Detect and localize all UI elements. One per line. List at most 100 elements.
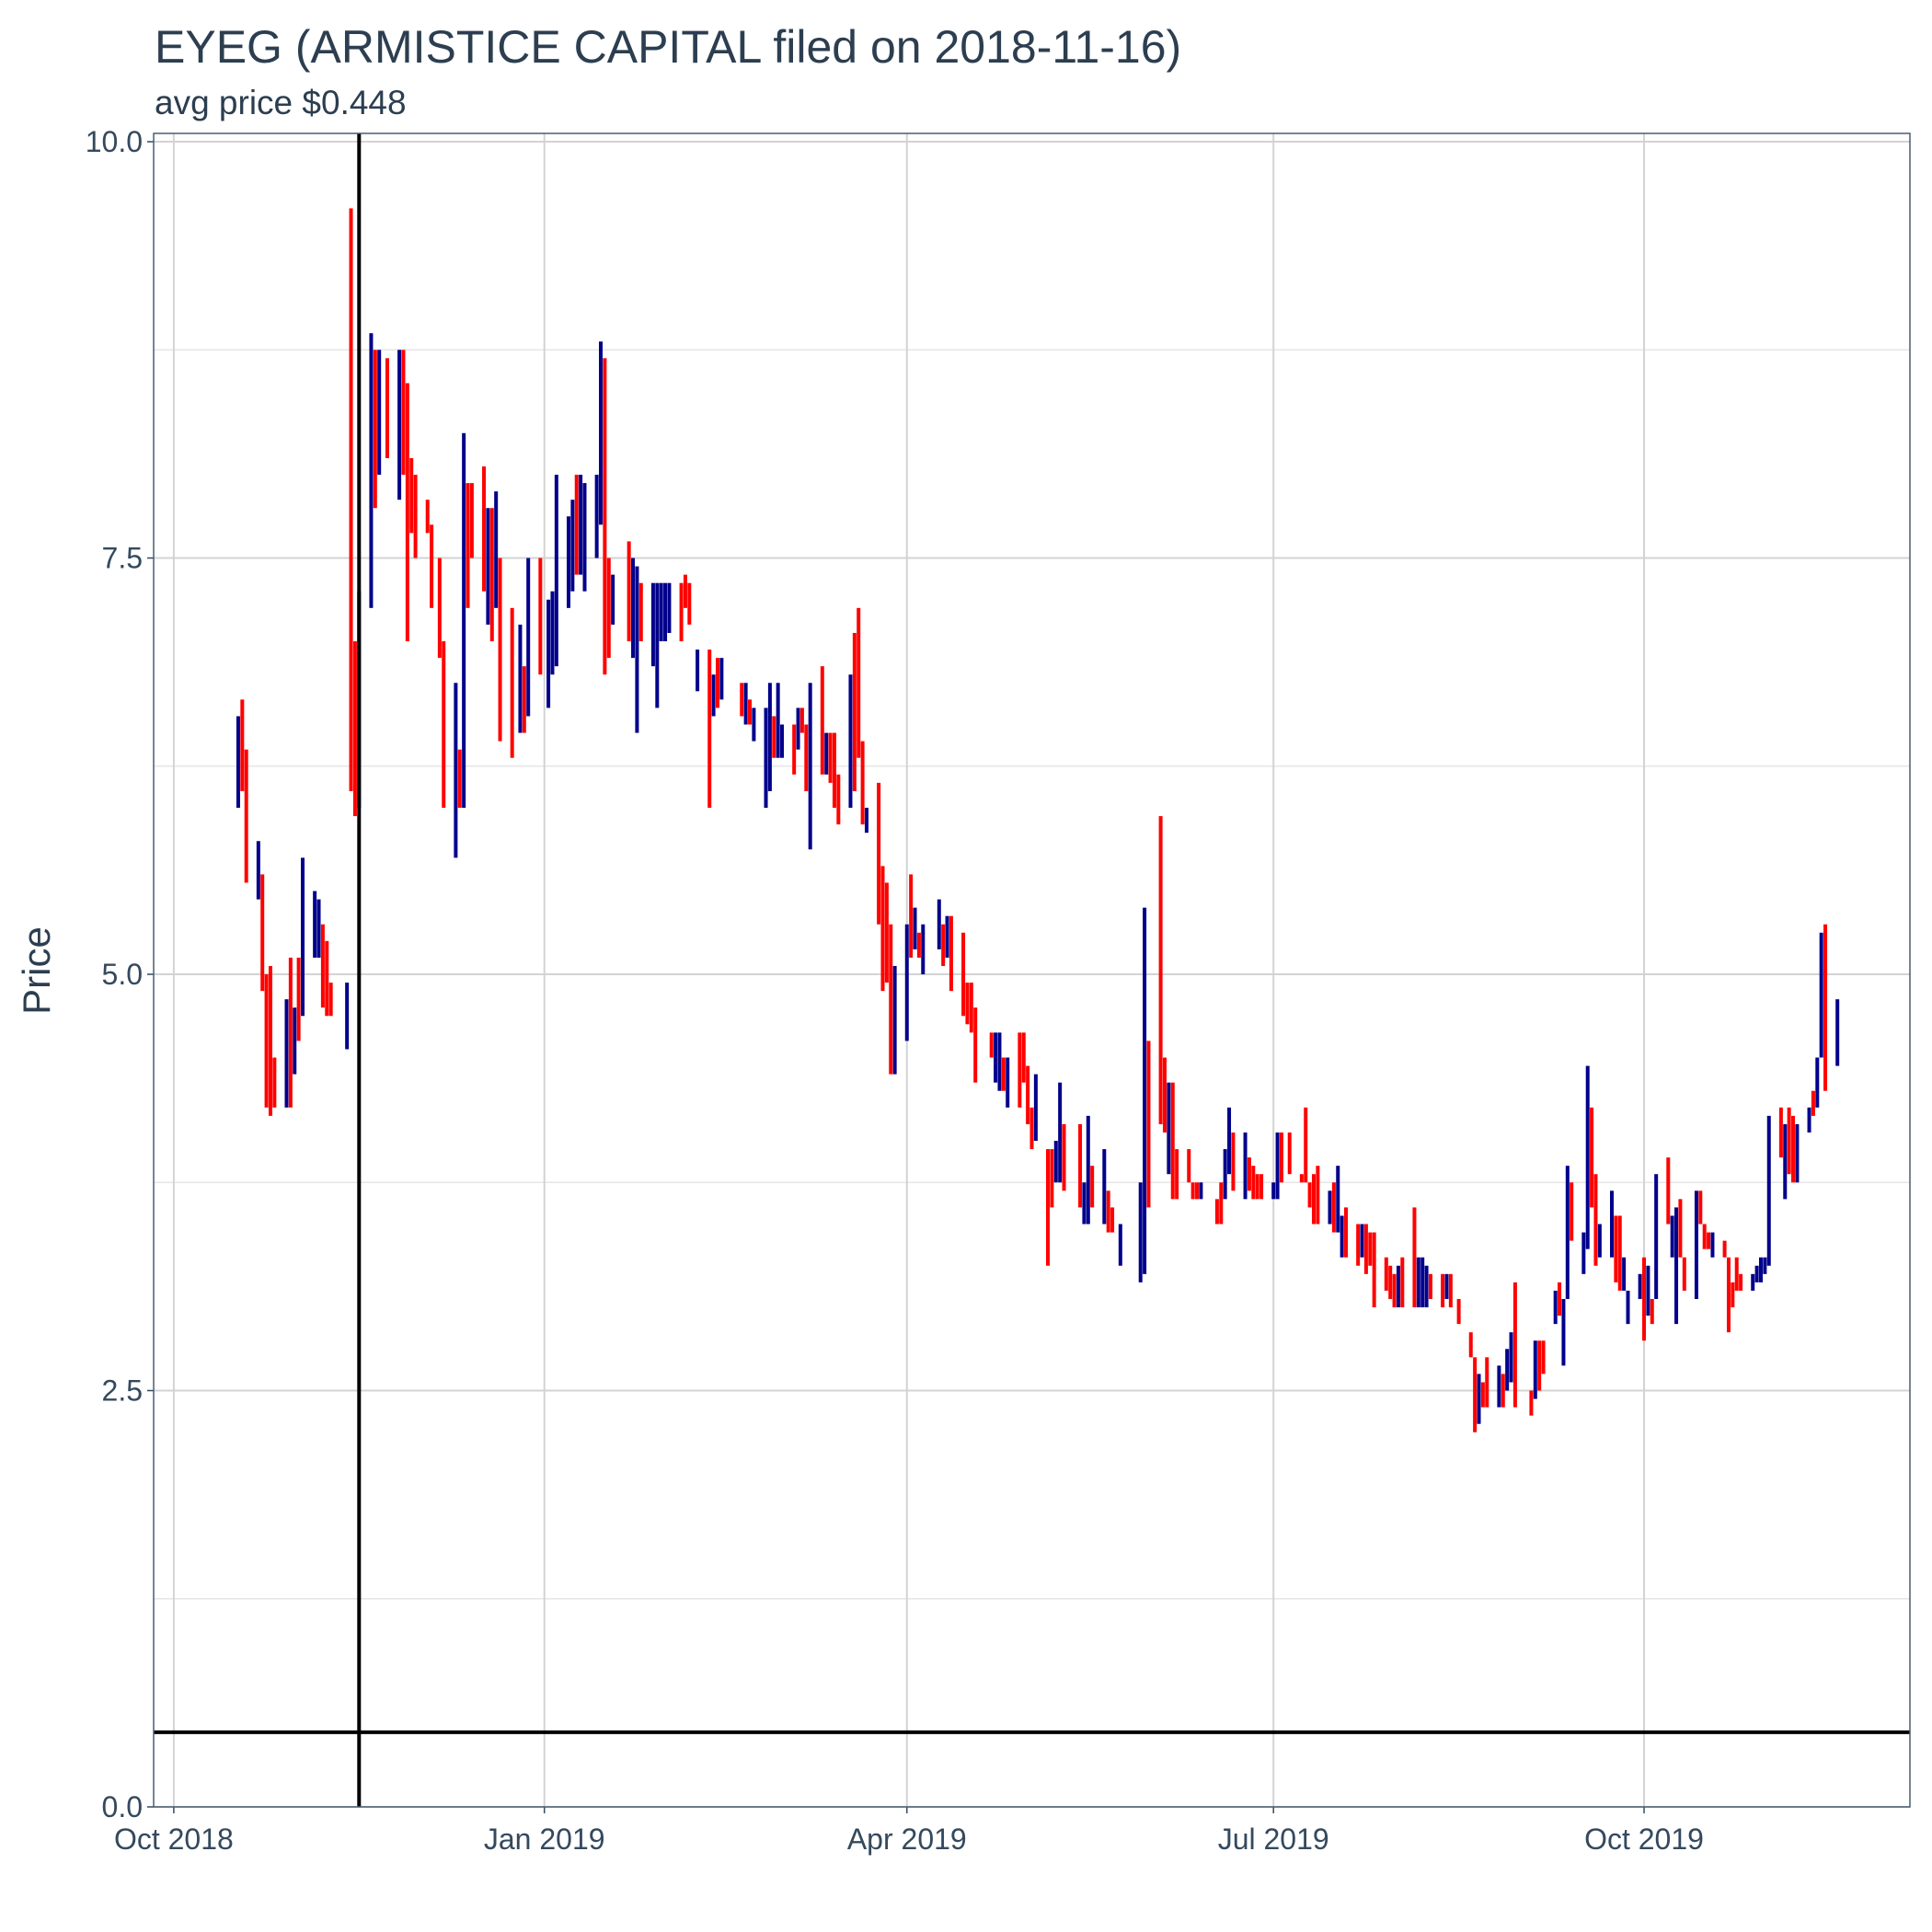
candle-body [1086,1115,1090,1225]
candle-body [715,658,719,708]
candle-body [1585,1065,1590,1249]
candle-body [1823,924,1828,1091]
candle-body [767,683,772,791]
candle-body [1247,1157,1251,1191]
candle-body [1811,1090,1815,1116]
candle-body [454,683,458,858]
candle-body [1412,1207,1417,1308]
candle-body [780,724,785,758]
candle-body [1751,1273,1755,1291]
candle-body [550,591,555,675]
candle-body [1021,1032,1026,1083]
candle-body [650,582,655,667]
x-tick-label: Oct 2018 [114,1823,234,1856]
candle-body [880,866,885,992]
candle-body [606,558,611,659]
candle-body [1674,1207,1679,1325]
candle-body [1456,1298,1461,1325]
candle-body [1138,1182,1143,1282]
candles [236,208,1840,1432]
candle-body [1561,1298,1566,1366]
y-tick-label: 0.0 [102,1790,143,1823]
candle-body [916,932,921,958]
candle-body [941,924,946,966]
candle-body [655,582,660,708]
candle-body [828,732,833,783]
x-tick-label: Apr 2019 [847,1823,967,1856]
candle-body [425,500,430,534]
candle-body [1778,1107,1783,1158]
candle-body [808,683,812,850]
candle-body [1626,1290,1630,1325]
candle-body [752,707,756,742]
candle-body [679,582,684,642]
candle-body [1553,1290,1558,1325]
candle-body [1702,1224,1707,1249]
candle-body [1650,1298,1654,1325]
candle-body [663,582,668,642]
candle-body [1722,1240,1727,1258]
candle-body [1654,1174,1659,1299]
candle-body [884,882,889,983]
candle-body [1026,1065,1030,1124]
candle-body [325,940,329,1017]
candle-body [1170,1082,1175,1200]
candle-body [892,965,897,1075]
candle-body [1670,1215,1674,1258]
candle-body [603,358,607,675]
candle-body [804,724,809,791]
candle-body [969,983,973,1033]
candle-body [1597,1224,1602,1258]
candle-body [1384,1257,1388,1291]
candle-body [1593,1174,1598,1266]
candle-body [1053,1141,1058,1183]
candle-body [1062,1123,1066,1191]
candle-body [1678,1199,1683,1258]
candle-body [457,749,462,809]
candle-body [437,558,442,659]
candle-body [240,699,245,791]
candle-body [965,983,970,1025]
candle-body [1480,1382,1485,1408]
candle-body [401,350,406,476]
candle-body [320,924,325,1008]
candle-body [582,483,587,592]
candle-body [405,383,409,642]
candle-body [1734,1257,1739,1291]
candle-body [1666,1157,1671,1225]
candle-body [498,558,502,742]
candle-body [1360,1224,1364,1258]
candle-body [1090,1166,1095,1208]
candle-body [1046,1149,1051,1266]
candle-body [494,491,499,608]
candle-body [1501,1374,1505,1408]
candle-body [1299,1174,1304,1183]
candle-body [740,683,744,717]
candle-body [1509,1332,1513,1383]
candle-body [1485,1357,1489,1408]
candle-body [1533,1340,1537,1399]
candle-body [848,674,853,809]
candle-body [566,516,570,608]
candle-body [1791,1115,1796,1183]
candle-body [1787,1107,1791,1175]
candle-body [1033,1074,1038,1142]
candle-body [538,558,543,675]
candle-body [1328,1190,1332,1225]
candle-body [635,566,639,733]
candle-body [430,524,434,608]
candle-body [792,724,797,775]
candle-body [949,915,953,992]
candle-body [1110,1207,1115,1233]
candle-body [1363,1224,1368,1274]
candle-body [1158,816,1163,1124]
x-tick-label: Jul 2019 [1218,1823,1329,1856]
candle-body [1783,1123,1788,1200]
candle-body [345,983,350,1050]
candle-body [1529,1390,1534,1416]
candle-body [316,899,321,958]
x-tick-label: Jan 2019 [484,1823,605,1856]
candle-body [1162,1057,1167,1133]
candle-body [469,483,474,558]
